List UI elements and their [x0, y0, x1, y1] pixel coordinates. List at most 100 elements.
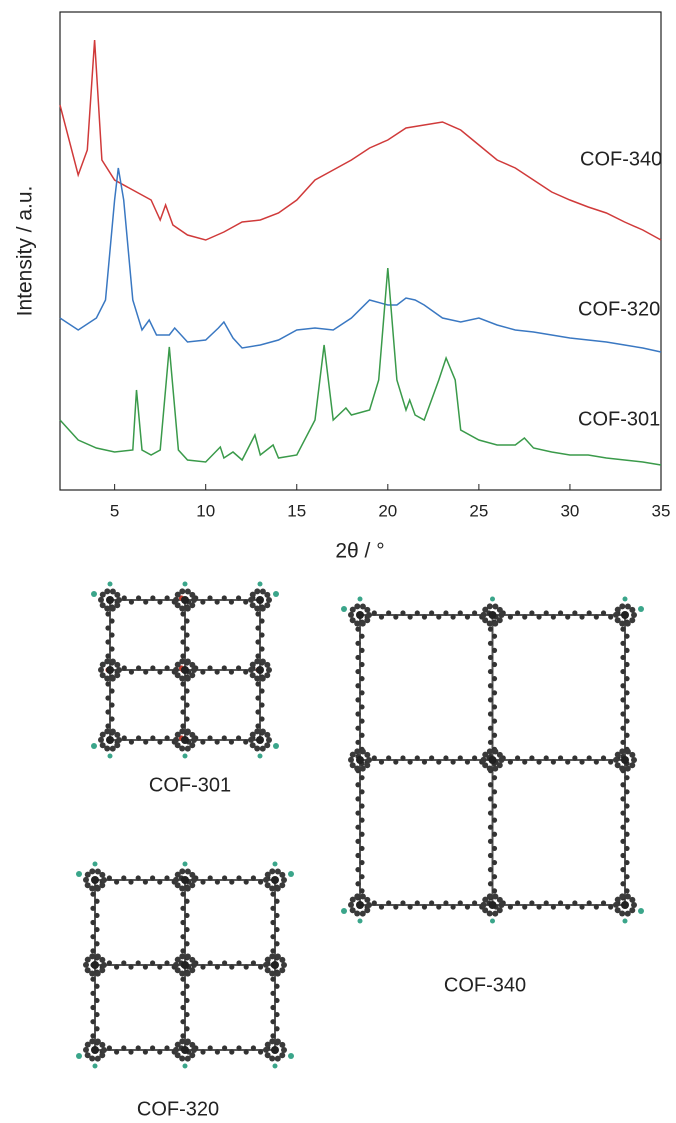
atom: [105, 639, 110, 644]
atom: [143, 1049, 148, 1054]
atom: [624, 648, 629, 653]
atom: [587, 755, 592, 760]
atom: [173, 1047, 179, 1053]
atom: [499, 902, 505, 908]
atom: [258, 1049, 263, 1054]
atom: [443, 900, 448, 905]
atom: [624, 860, 629, 865]
atom: [620, 655, 625, 660]
atom: [175, 602, 181, 608]
atom: [250, 602, 256, 608]
atom: [185, 676, 191, 682]
atom: [625, 621, 631, 627]
atom: [594, 904, 599, 909]
atom: [270, 1019, 275, 1024]
atom: [129, 599, 134, 604]
atom: [263, 1047, 269, 1053]
atom: [623, 919, 628, 924]
atom: [613, 757, 619, 763]
atom: [355, 881, 360, 886]
atom: [180, 991, 185, 996]
atom: [90, 920, 95, 925]
atom: [587, 900, 592, 905]
atom: [529, 755, 534, 760]
atom: [157, 1049, 162, 1054]
atom: [98, 737, 104, 743]
atom: [620, 881, 625, 886]
atom: [259, 702, 264, 707]
atom: [181, 876, 189, 884]
atom: [490, 597, 495, 602]
atom: [490, 919, 495, 924]
atom: [274, 1026, 279, 1031]
atom: [372, 900, 377, 905]
atom: [415, 900, 420, 905]
atom: [89, 953, 95, 959]
atom: [488, 627, 493, 632]
x-axis-label: 2θ / °: [335, 540, 384, 563]
atom: [359, 775, 364, 780]
atom: [260, 676, 266, 682]
atom: [489, 901, 497, 909]
atom: [422, 614, 427, 619]
atom: [515, 900, 520, 905]
atom: [624, 676, 629, 681]
atom: [85, 1052, 91, 1058]
atom: [181, 1046, 189, 1054]
atom: [356, 611, 364, 619]
atom: [629, 607, 635, 613]
atom: [251, 875, 256, 880]
atom: [355, 740, 360, 745]
atom: [624, 832, 629, 837]
atom: [108, 582, 113, 587]
atom: [185, 606, 191, 612]
atom: [488, 641, 493, 646]
atom: [488, 740, 493, 745]
atom: [121, 875, 126, 880]
atom: [400, 755, 405, 760]
atom: [341, 908, 347, 914]
atom: [91, 743, 97, 749]
atom: [271, 961, 279, 969]
atom: [269, 868, 275, 874]
atom: [200, 669, 205, 674]
atom: [458, 610, 463, 615]
atom: [136, 960, 141, 965]
atom: [250, 742, 256, 748]
atom: [608, 614, 613, 619]
atom: [451, 759, 456, 764]
atom: [355, 655, 360, 660]
atom: [222, 665, 227, 670]
atom: [429, 610, 434, 615]
atom: [492, 733, 497, 738]
atom: [492, 621, 498, 627]
atom: [487, 603, 493, 609]
figure: 2θ / ° Intensity / a.u. COF-340 COF-320 …: [0, 0, 676, 1123]
atom: [222, 595, 227, 600]
atom: [508, 614, 513, 619]
atom: [360, 911, 366, 917]
atom: [189, 957, 195, 963]
atom: [164, 1045, 169, 1050]
atom: [608, 904, 613, 909]
atom: [356, 756, 364, 764]
x-tick-label: 10: [196, 501, 215, 520]
atom: [558, 900, 563, 905]
atom: [355, 641, 360, 646]
atom: [565, 614, 570, 619]
atom: [551, 614, 556, 619]
atom: [173, 667, 179, 673]
atom: [497, 897, 503, 903]
atom: [492, 676, 497, 681]
atom: [184, 984, 189, 989]
atom: [184, 688, 189, 693]
atom: [99, 957, 105, 963]
atom: [105, 625, 110, 630]
atom: [544, 900, 549, 905]
atom: [488, 796, 493, 801]
atom: [90, 1005, 95, 1010]
atom: [189, 662, 195, 668]
atom: [255, 681, 260, 686]
atom: [565, 759, 570, 764]
atom: [136, 665, 141, 670]
